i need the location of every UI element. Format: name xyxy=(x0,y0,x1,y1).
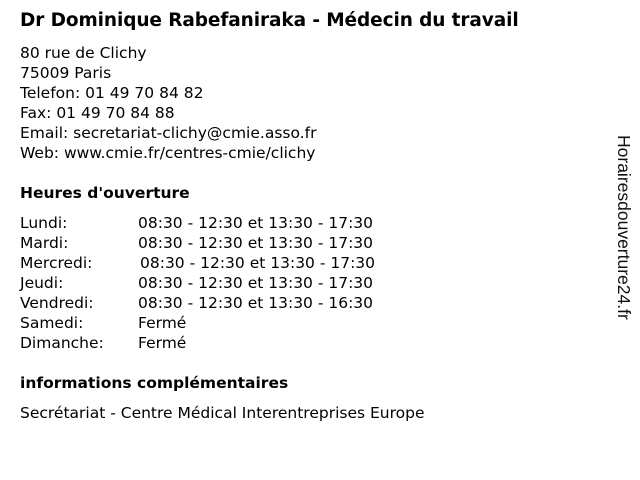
website: Web: www.cmie.fr/centres-cmie/clichy xyxy=(20,144,316,162)
hours-row: Mercredi: 08:30 - 12:30 et 13:30 - 17:30 xyxy=(20,253,375,273)
time: 08:30 - 12:30 et 13:30 - 17:30 xyxy=(138,274,374,292)
day: Jeudi: xyxy=(20,274,64,292)
day: Mercredi: xyxy=(20,254,93,272)
info-heading: informations complémentaires xyxy=(20,374,289,392)
hours-row: Mardi: 08:30 - 12:30 et 13:30 - 17:30 xyxy=(20,233,373,253)
page-title: Dr Dominique Rabefaniraka - Médecin du t… xyxy=(20,10,519,31)
email: Email: secretariat-clichy@cmie.asso.fr xyxy=(20,124,317,142)
time: 08:30 - 12:30 et 13:30 - 16:30 xyxy=(138,294,374,312)
watermark-text: Horairesdouverture24.fr xyxy=(614,135,634,320)
phone: Telefon: 01 49 70 84 82 xyxy=(20,84,204,102)
hours-row: Vendredi: 08:30 - 12:30 et 13:30 - 16:30 xyxy=(20,293,373,313)
address-street: 80 rue de Clichy xyxy=(20,44,147,62)
hours-row: Samedi: Fermé xyxy=(20,313,186,333)
day: Dimanche: xyxy=(20,334,104,352)
day: Mardi: xyxy=(20,234,69,252)
day: Lundi: xyxy=(20,214,68,232)
info-text: Secrétariat - Centre Médical Interentrep… xyxy=(20,404,425,422)
time: 08:30 - 12:30 et 13:30 - 17:30 xyxy=(138,234,374,252)
day: Samedi: xyxy=(20,314,84,332)
hours-row: Lundi: 08:30 - 12:30 et 13:30 - 17:30 xyxy=(20,213,373,233)
hours-row: Jeudi: 08:30 - 12:30 et 13:30 - 17:30 xyxy=(20,273,373,293)
hours-list: Lundi: 08:30 - 12:30 et 13:30 - 17:30 Mar… xyxy=(20,213,375,353)
time: 08:30 - 12:30 et 13:30 - 17:30 xyxy=(140,254,376,272)
fax: Fax: 01 49 70 84 88 xyxy=(20,104,175,122)
time: Fermé xyxy=(138,334,187,352)
time: Fermé xyxy=(138,314,187,332)
contact-block: 80 rue de Clichy 75009 Paris Telefon: 01… xyxy=(20,43,316,163)
day: Vendredi: xyxy=(20,294,94,312)
hours-row: Dimanche: Fermé xyxy=(20,333,186,353)
hours-heading: Heures d'ouverture xyxy=(20,184,190,202)
time: 08:30 - 12:30 et 13:30 - 17:30 xyxy=(138,214,374,232)
address-city: 75009 Paris xyxy=(20,64,112,82)
